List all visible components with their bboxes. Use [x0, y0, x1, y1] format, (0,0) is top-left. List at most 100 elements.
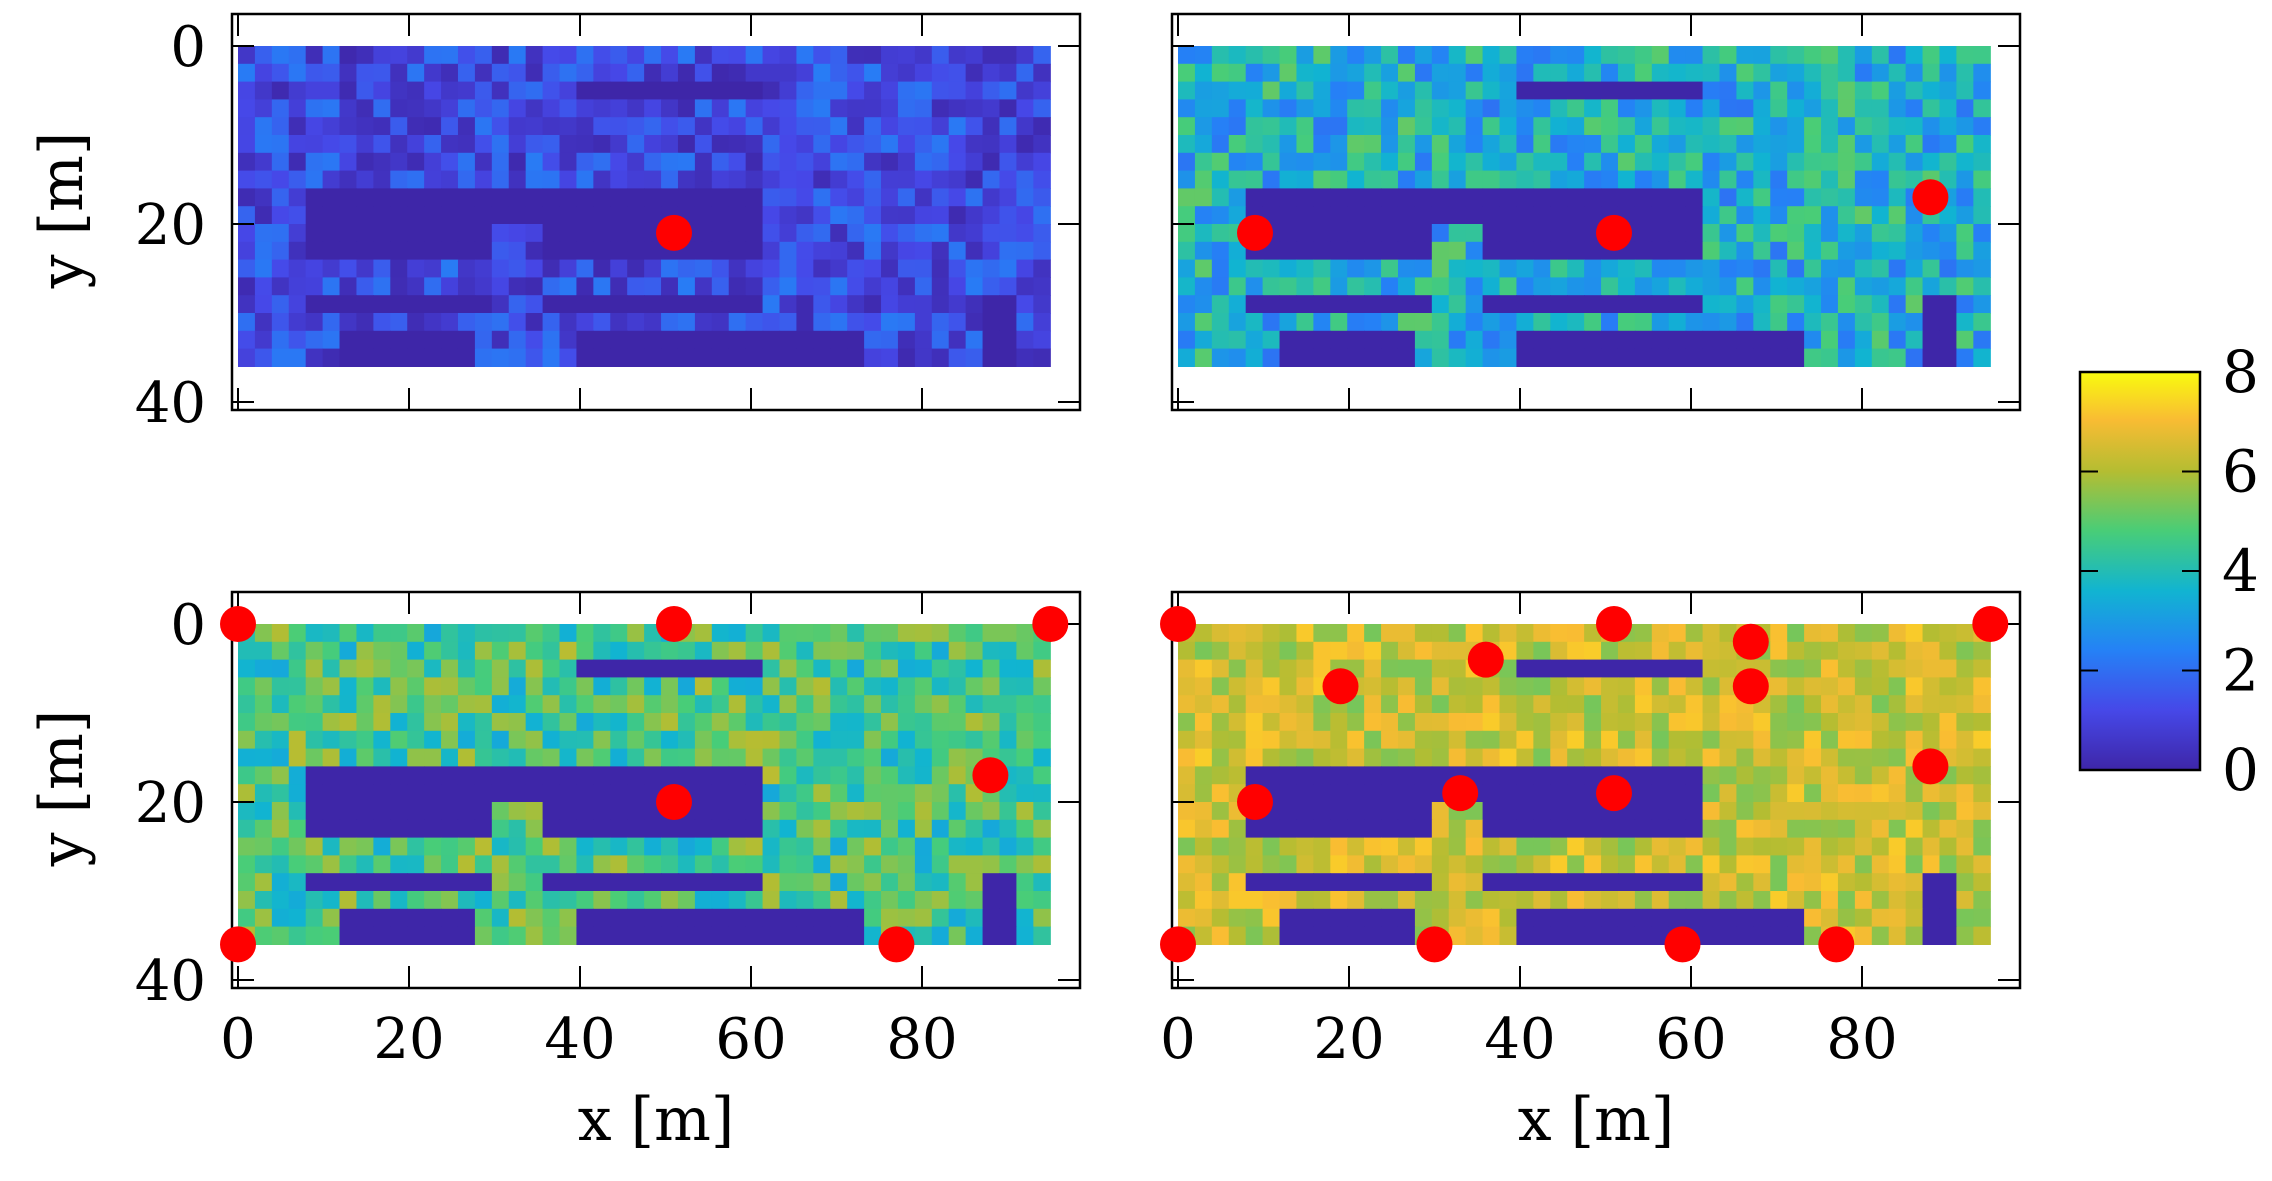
heatmap-cell [474, 313, 493, 332]
heatmap-cell [762, 784, 781, 803]
heatmap-cell [491, 348, 510, 367]
heatmap-cell [1397, 802, 1416, 821]
heatmap-cell [948, 117, 967, 136]
heatmap-cell [254, 695, 273, 714]
heatmap-cell [1033, 784, 1051, 803]
heatmap-cell [1668, 624, 1687, 643]
heatmap-cell [1634, 117, 1653, 136]
heatmap-cell [1465, 713, 1484, 732]
heatmap-cell [948, 295, 967, 314]
heatmap-cell [762, 295, 781, 314]
heatmap-cell [1313, 188, 1331, 207]
heatmap-cell [1228, 713, 1247, 732]
heatmap-cell [491, 170, 510, 189]
heatmap-cell [1634, 695, 1653, 714]
heatmap-cell [1584, 152, 1602, 172]
heatmap-cell [779, 624, 798, 643]
heatmap-cell [1431, 259, 1450, 278]
heatmap-cell [1567, 188, 1585, 207]
heatmap-cell [711, 730, 730, 750]
heatmap-cell [965, 730, 984, 750]
heatmap-cell [1465, 855, 1484, 874]
heatmap-cell [644, 206, 662, 225]
heatmap-cell [847, 926, 865, 945]
heatmap-cell [864, 891, 882, 910]
heatmap-cell [576, 63, 594, 83]
heatmap-cell [1465, 624, 1484, 643]
heatmap-cell [1296, 259, 1314, 278]
heatmap-cell [1787, 241, 1805, 261]
heatmap-cell [847, 802, 865, 821]
heatmap-cell [1364, 908, 1382, 928]
heatmap-cell [1956, 152, 1974, 172]
heatmap-cell [728, 135, 747, 154]
heatmap-cell [271, 152, 290, 172]
heatmap-cell [441, 277, 459, 296]
heatmap-cell [254, 170, 273, 189]
heatmap-cell [1211, 624, 1230, 643]
heatmap-cell [1567, 802, 1585, 821]
heatmap-cell [1414, 891, 1433, 910]
heatmap-cell [305, 170, 324, 189]
heatmap-cell [677, 330, 696, 350]
heatmap-cell [1245, 152, 1264, 172]
heatmap-cell [1854, 695, 1873, 714]
heatmap-cell [1584, 81, 1602, 100]
heatmap-cell [1397, 170, 1416, 189]
heatmap-cell [593, 873, 611, 892]
heatmap-cell [830, 188, 848, 207]
heatmap-cell [999, 206, 1017, 225]
heatmap-cell [1939, 348, 1957, 367]
heatmap-cell [525, 241, 544, 261]
heatmap-cell [1770, 206, 1788, 225]
heatmap-cell [1601, 188, 1619, 207]
heatmap-cell [1871, 784, 1890, 803]
heatmap-cell [965, 695, 984, 714]
heatmap-cell [1956, 641, 1974, 661]
heatmap-cell [288, 330, 307, 350]
heatmap-cell [1719, 46, 1738, 65]
heatmap-cell [271, 188, 290, 207]
heatmap-cell [593, 926, 611, 945]
heatmap-cell [1016, 748, 1034, 767]
heatmap-cell [254, 713, 273, 732]
heatmap-cell [576, 784, 594, 803]
heatmap-cell [1016, 170, 1034, 189]
heatmap-cell [1516, 748, 1534, 767]
heatmap-cell [1753, 908, 1771, 928]
heatmap-cell [1651, 819, 1670, 839]
heatmap-cell [677, 855, 696, 874]
heatmap-cell [1296, 748, 1314, 767]
heatmap-cell [796, 99, 814, 118]
heatmap-cell [1973, 748, 1991, 767]
heatmap-cell [1871, 891, 1890, 910]
heatmap-cell [373, 224, 391, 243]
heatmap-cell [1821, 908, 1839, 928]
heatmap-cell [1262, 348, 1281, 367]
heatmap-cell [390, 81, 408, 100]
heatmap-cell [694, 348, 713, 367]
heatmap-cell [728, 63, 747, 83]
heatmap-cell [1033, 206, 1051, 225]
heatmap-cell [1448, 819, 1467, 839]
heatmap-cell [914, 748, 933, 767]
heatmap-cell [1397, 677, 1416, 696]
heatmap-cell [1719, 277, 1738, 296]
heatmap-cell [593, 46, 611, 65]
heatmap-cell [1482, 135, 1501, 154]
heatmap-cell [1431, 46, 1450, 65]
heatmap-cell [356, 313, 374, 332]
heatmap-cell [508, 348, 527, 367]
heatmap-cell [1533, 730, 1551, 750]
heatmap-cell [593, 659, 611, 678]
heatmap-cell [796, 784, 814, 803]
heatmap-cell [677, 46, 696, 65]
heatmap-cell [1016, 99, 1034, 118]
heatmap-cell [1330, 641, 1348, 661]
heatmap-cell [474, 819, 493, 839]
heatmap-cell [1397, 152, 1416, 172]
heatmap-cell [559, 313, 578, 332]
heatmap-cell [441, 330, 459, 350]
heatmap-cell [1397, 348, 1416, 367]
heatmap-cell [1296, 730, 1314, 750]
